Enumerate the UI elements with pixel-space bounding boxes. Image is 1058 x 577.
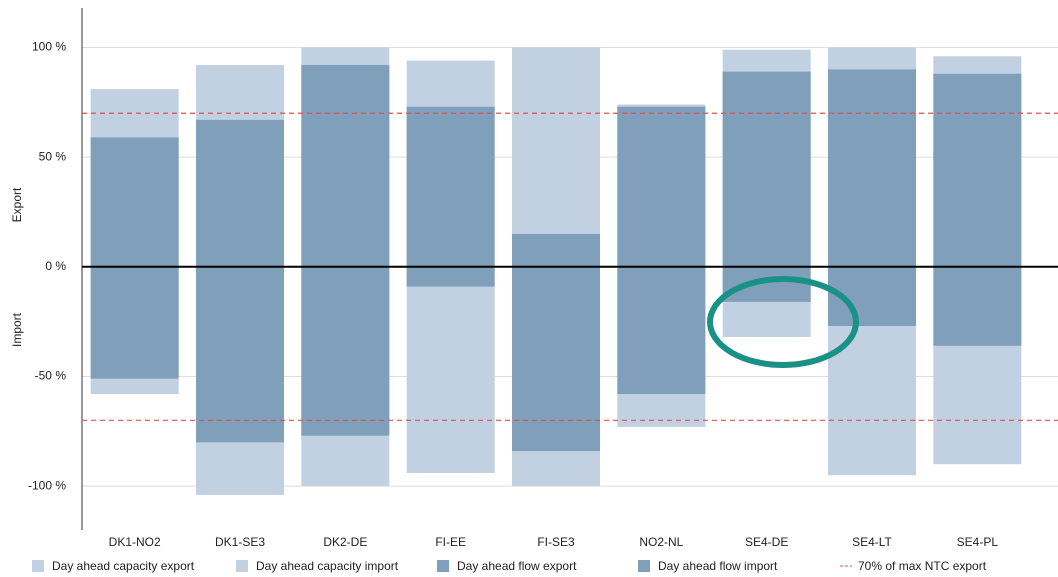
bar: [617, 266, 706, 395]
y-tick-label: -50 %: [35, 369, 67, 383]
y-tick-label: 100 %: [32, 40, 66, 54]
bar: [617, 106, 706, 267]
bar: [301, 65, 390, 267]
y-tick-label: -100 %: [28, 478, 66, 492]
bar: [301, 266, 390, 436]
x-tick-label: FI-SE3: [537, 535, 575, 549]
highlight-circle: [707, 276, 859, 368]
bar: [512, 47, 600, 267]
bar: [196, 266, 284, 443]
legend-label: 70% of max NTC export: [858, 559, 987, 573]
bar: [722, 266, 811, 302]
bar: [196, 119, 284, 267]
y-tick-label: 50 %: [39, 149, 67, 163]
x-tick-label: NO2-NL: [639, 535, 683, 549]
bar: [90, 137, 179, 267]
legend-label: Day ahead flow export: [457, 559, 577, 573]
legend-label: Day ahead flow import: [658, 559, 778, 573]
x-tick-label: SE4-DE: [745, 535, 788, 549]
x-tick-label: DK1-NO2: [109, 535, 161, 549]
legend-swatch: [638, 560, 650, 572]
bar: [722, 71, 811, 267]
x-tick-label: DK1-SE3: [215, 535, 265, 549]
bar: [828, 69, 916, 267]
legend-swatch: [236, 560, 248, 572]
bar: [933, 73, 1022, 267]
bar: [933, 266, 1022, 346]
bar: [512, 233, 600, 267]
legend-label: Day ahead capacity export: [52, 559, 195, 573]
y-axis-label: Export: [10, 187, 24, 222]
y-axis-label: Import: [10, 312, 24, 347]
x-tick-label: SE4-PL: [957, 535, 999, 549]
bar: [406, 266, 495, 287]
bar: [90, 266, 179, 379]
legend-label: Day ahead capacity import: [256, 559, 399, 573]
legend-swatch: [437, 560, 449, 572]
x-tick-label: DK2-DE: [323, 535, 367, 549]
bar: [406, 106, 495, 267]
y-tick-label: 0 %: [45, 259, 66, 273]
x-tick-label: SE4-LT: [852, 535, 892, 549]
legend-swatch: [32, 560, 44, 572]
bar: [406, 266, 495, 473]
x-tick-label: FI-EE: [435, 535, 466, 549]
bar: [512, 266, 600, 452]
